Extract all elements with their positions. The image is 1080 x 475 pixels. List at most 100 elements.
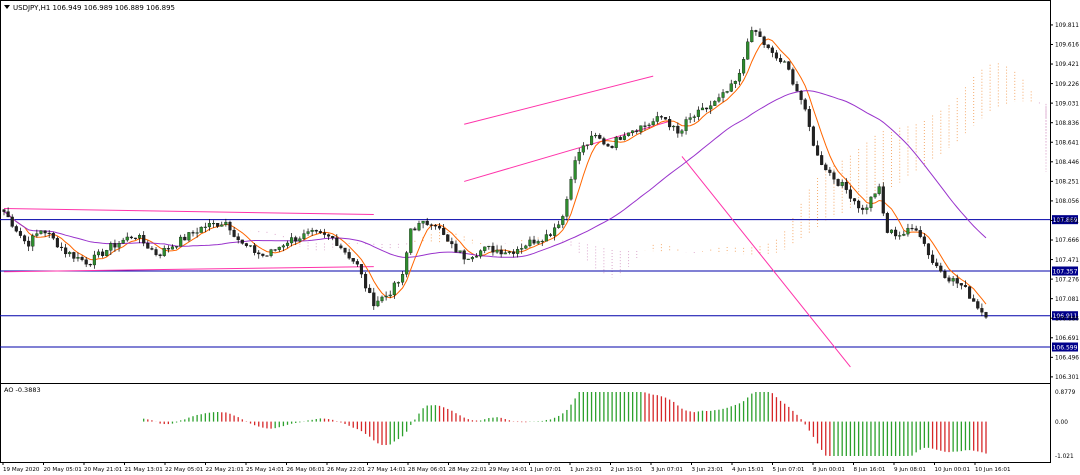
bull-candle [544,234,548,242]
bear-candle [499,249,503,255]
bull-candle [750,30,754,43]
bear-candle [984,312,988,318]
bear-candle [910,227,914,230]
time-tick-label: 20 May 05:01 [44,467,83,473]
bull-candle [487,245,491,248]
time-tick-label: 3 Jun 23:01 [692,467,724,473]
ao-tick-label: 0.8779 [1055,390,1076,396]
bull-candle [569,179,573,200]
bear-candle [791,69,795,85]
bear-candle [129,236,133,239]
bear-candle [359,264,364,275]
time-tick-label: 25 May 14:01 [246,467,285,473]
bear-candle [935,262,939,267]
bear-candle [635,130,639,132]
bull-candle [421,220,425,224]
bear-candle [442,228,446,235]
bear-candle [811,126,815,146]
bull-candle [898,235,902,237]
price-axis[interactable]: 109.811 109.616 109.421 109.226 109.031 108.8… [1050,23,1079,381]
bear-candle [413,228,417,231]
bull-candle [709,105,713,110]
bear-candle [339,245,343,249]
bear-candle [318,231,322,233]
bear-candle [64,247,68,255]
bull-candle [651,121,655,126]
bull-candle [474,256,479,258]
bear-candle [240,239,244,244]
bear-candle [142,235,146,244]
price-tick-label: 109.031 [1055,101,1079,107]
bear-candle [133,237,138,239]
bull-candle [211,223,216,225]
bull-candle [470,257,474,260]
bear-candle [462,250,466,260]
bear-candle [663,117,668,120]
level-tag-label: 107.869 [1053,217,1078,224]
bear-candle [331,236,335,239]
bear-candle [643,125,647,127]
bull-candle [376,300,380,307]
bear-candle [532,239,536,244]
horizontal-levels[interactable]: 107.869 107.357 106.911 106.599 [0,215,1078,352]
bull-candle [187,232,191,241]
bear-candle [918,230,922,237]
bear-candle [976,301,980,309]
bull-candle [889,229,894,233]
bear-candle [314,229,318,232]
price-tick-label: 106.886 [1055,316,1079,322]
bear-candle [668,119,672,128]
bear-candle [51,233,55,239]
channel-line [464,75,654,125]
time-axis[interactable]: 19 May 2020 20 May 05:01 20 May 21:01 21 Ma… [2,462,1011,473]
bear-candle [618,137,622,140]
bear-candle [705,107,709,110]
price-tick-label: 106.301 [1055,375,1079,381]
bull-candle [729,83,733,92]
bear-candle [836,179,840,186]
bull-candle [175,246,179,248]
time-tick-label: 21 May 13:01 [125,467,164,473]
bear-candle [799,90,803,100]
bear-candle [606,144,610,147]
bull-candle [725,91,729,93]
level-tag [1052,342,1078,352]
bear-candle [364,273,368,289]
bear-candle [294,237,298,242]
bull-candle [384,295,388,298]
bear-candle [861,207,865,210]
bear-candle [602,138,606,145]
bear-candle [236,236,240,241]
ao-tick-label: 0.00 [1055,420,1068,426]
bull-candle [466,258,470,260]
bear-candle [807,109,811,127]
bear-candle [972,298,976,302]
time-tick-label: 5 Jun 07:01 [773,467,805,473]
bull-candle [581,145,585,153]
time-tick-label: 28 May 22:01 [449,467,488,473]
bull-candle [195,232,199,234]
bull-candle [507,251,511,253]
bull-candle [696,109,700,117]
bear-candle [766,44,770,48]
bull-candle [590,135,594,145]
symbol-info: USDJPY,H1 106.949 106.989 106.889 106.89… [13,4,175,12]
bull-candle [680,130,684,134]
bear-candle [47,232,51,234]
bear-candle [166,248,170,250]
bull-candle [516,249,520,254]
bull-candle [121,239,125,244]
bear-candle [491,245,495,253]
bull-candle [479,250,483,257]
bear-candle [762,36,766,45]
time-tick-label: 29 May 14:01 [489,467,528,473]
bull-candle [737,72,742,82]
level-tag-label: 106.599 [1053,345,1078,352]
bull-candle [117,243,121,248]
bear-candle [228,221,232,231]
level-tag-label: 106.911 [1053,313,1078,320]
bear-candle [968,286,972,299]
bear-candle [335,237,339,246]
symbol-dropdown[interactable]: USDJPY,H1 106.949 106.989 106.889 106.89… [4,4,175,12]
